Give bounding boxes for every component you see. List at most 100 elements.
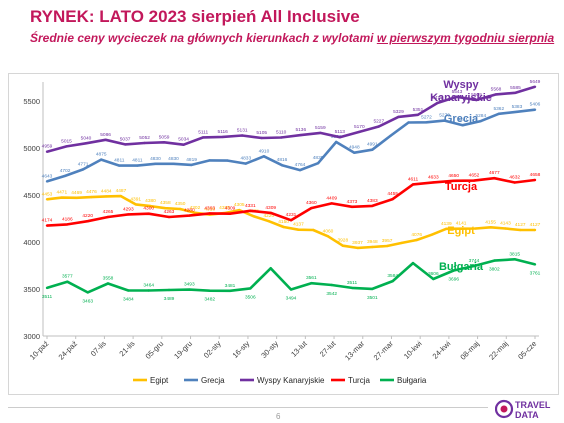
data-label-bulgaria: 3744 [469,258,480,264]
data-point-egipt [415,238,418,242]
data-label-grecja: 4991 [367,142,378,148]
page-title: RYNEK: LATO 2023 sierpień All Inclusive [30,7,360,26]
data-point-egipt [341,244,344,247]
data-label-turcja: 4677 [489,170,500,176]
data-label-bulgaria: 3484 [123,297,134,303]
legend-label-turcja: Turcja [348,376,370,385]
data-point-egipt [193,211,197,214]
data-point-egipt [267,220,270,223]
data-point-wyspy [416,113,420,116]
x-tick-label: 16-sty [231,339,252,360]
data-point-grecja [353,151,356,154]
data-label-wyspy: 5116 [218,129,229,135]
data-point-grecja [389,134,392,138]
data-point-turcja [513,181,516,184]
legend-label-grecja: Grecja [201,376,225,385]
data-label-egipt: 4139 [441,221,452,227]
data-point-egipt [385,244,389,248]
data-point-turcja [391,197,394,201]
data-label-egipt: 4358 [160,200,171,206]
data-label-turcja: 4309 [265,205,276,211]
data-label-turcja: 4632 [509,175,520,181]
data-point-wyspy [494,93,498,96]
data-label-bulgaria: 3802 [489,267,500,273]
data-point-wyspy [104,138,107,141]
data-label-egipt: 3948 [367,239,378,245]
data-point-egipt [282,225,285,229]
data-label-egipt: 4335 [219,205,230,211]
data-point-bulgaria [228,289,232,292]
data-point-grecja [190,163,193,167]
data-point-turcja [432,181,435,184]
data-point-wyspy [65,145,68,148]
data-label-wyspy: 5015 [61,138,72,144]
data-point-turcja [86,220,89,223]
data-label-bulgaria: 3606 [428,271,439,277]
data-label-egipt: 4060 [323,228,334,234]
data-label-grecja: 5272 [421,114,432,120]
data-label-bulgaria: 3463 [82,298,93,304]
data-point-egipt [519,228,522,232]
data-point-bulgaria [371,287,374,291]
data-label-egipt: 3957 [382,238,393,244]
data-label-egipt: 4469 [71,190,82,196]
data-point-turcja [493,177,496,180]
data-label-bulgaria: 3815 [509,251,520,257]
x-tick-label: 02-sty [202,339,223,360]
data-label-wyspy: 4959 [42,144,53,150]
data-point-grecja [280,164,284,167]
data-label-egipt: 4350 [175,201,186,207]
data-label-egipt: 3928 [337,238,348,244]
data-point-grecja [100,158,103,161]
data-label-bulgaria: 3494 [286,296,297,302]
data-label-grecja: 4910 [259,148,270,154]
data-label-egipt: 4127 [515,222,526,228]
data-point-egipt [134,203,137,206]
data-point-grecja [63,174,67,178]
data-point-bulgaria [106,282,110,285]
data-label-bulgaria: 3696 [448,277,459,283]
data-label-egipt: 4380 [145,198,156,204]
data-point-grecja [136,164,139,167]
data-label-turcja: 4373 [347,199,358,205]
data-label-bulgaria: 3584 [387,273,398,279]
data-point-bulgaria [66,280,69,283]
data-label-bulgaria: 3558 [103,276,114,282]
data-point-turcja [106,215,110,219]
data-point-grecja [371,148,374,151]
data-label-egipt: 4476 [86,189,97,195]
data-label-egipt: 4141 [456,221,467,227]
data-point-turcja [188,214,191,217]
data-label-wyspy: 5170 [354,124,365,130]
data-point-wyspy [123,143,127,146]
data-label-turcja: 4652 [469,173,480,179]
data-point-wyspy [455,95,459,98]
data-label-turcja: 4650 [448,173,459,179]
data-label-turcja: 4265 [103,209,114,215]
y-tick-label: 5000 [23,144,40,153]
data-point-turcja [350,205,354,208]
y-tick-label: 3500 [23,285,40,294]
data-label-wyspy: 5649 [530,79,541,85]
data-label-egipt: 4453 [42,191,53,197]
data-point-wyspy [182,143,185,146]
data-point-turcja [371,204,374,208]
data-point-turcja [289,219,293,222]
data-label-turcja: 4186 [62,216,73,222]
data-label-wyspy: 5110 [276,130,287,136]
data-label-turcja: 4611 [408,176,419,182]
data-label-turcja: 4220 [82,213,93,219]
data-point-grecja [262,155,266,158]
data-label-bulgaria: 3482 [204,297,215,303]
data-label-egipt: 4155 [485,219,496,225]
data-point-turcja [208,212,211,215]
data-point-bulgaria [330,283,333,287]
data-point-egipt [400,241,404,245]
data-point-egipt [474,227,477,230]
data-point-wyspy [280,136,283,139]
data-point-egipt [312,228,315,232]
y-tick-label: 3000 [23,332,40,341]
data-label-grecja: 4833 [240,156,251,162]
data-point-grecja [533,108,537,111]
series-label-part: Kanaryjskie [430,92,492,104]
